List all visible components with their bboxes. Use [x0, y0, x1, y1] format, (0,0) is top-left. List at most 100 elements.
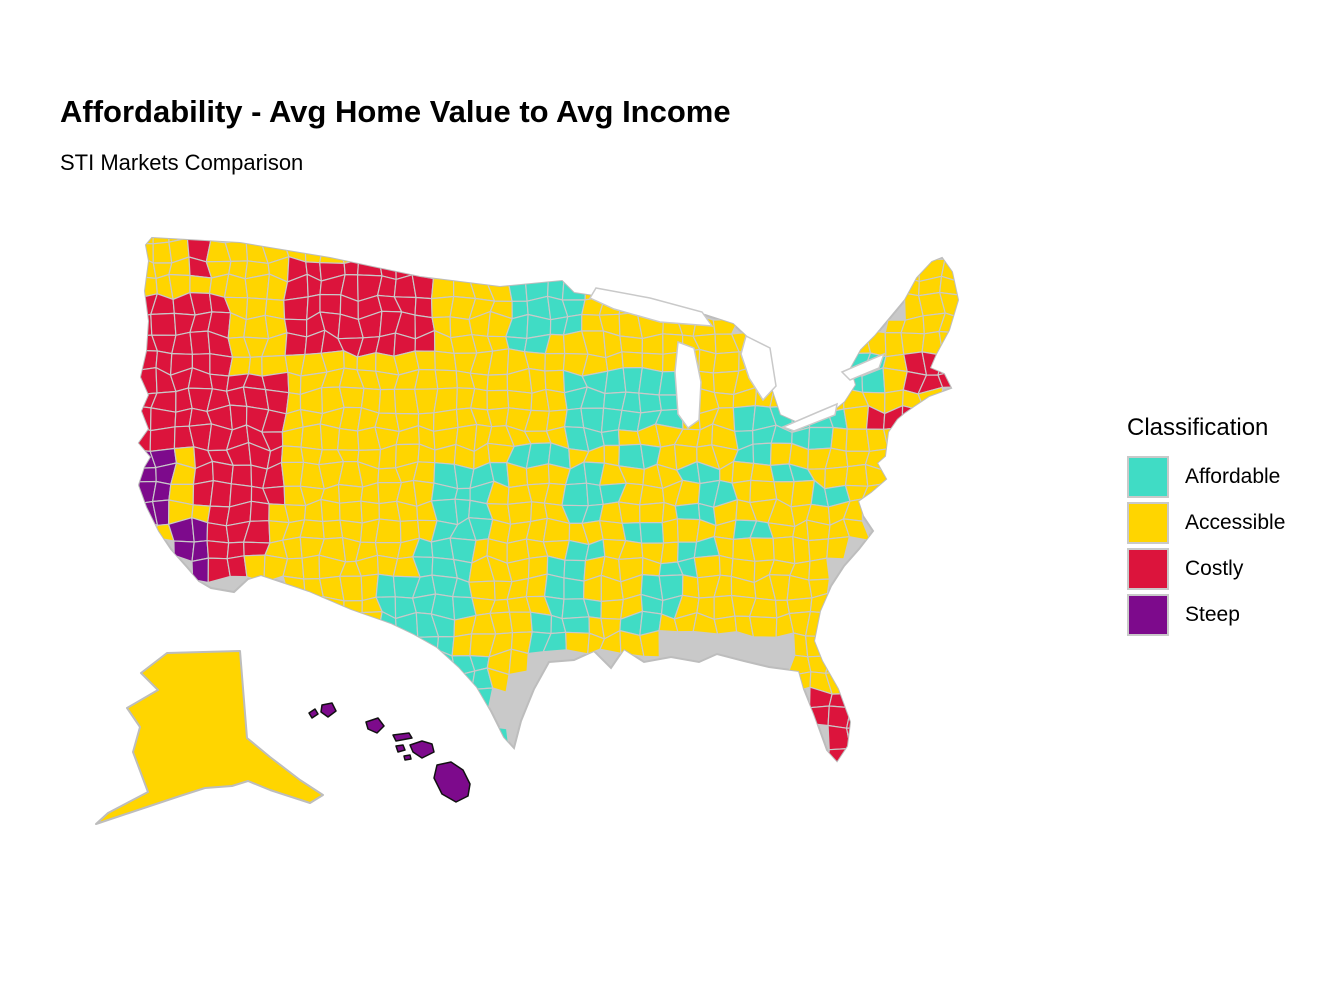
market-cell: [848, 693, 870, 711]
market-cell: [283, 296, 309, 321]
hawaii-island: [403, 754, 412, 761]
legend-swatch-affordable: [1127, 456, 1169, 498]
market-cell: [280, 461, 305, 487]
map-legend: Classification Affordable Accessible Costl…: [1127, 414, 1337, 640]
market-cell: [393, 650, 421, 673]
market-cell: [152, 480, 172, 503]
market-cell: [712, 351, 740, 374]
market-cell: [674, 502, 701, 521]
market-cell: [139, 238, 154, 245]
market-cell: [508, 648, 529, 676]
market-cell: [769, 387, 793, 408]
legend-label: Affordable: [1185, 465, 1281, 488]
market-cell: [248, 356, 263, 377]
market-cell: [337, 483, 364, 504]
market-cell: [139, 367, 158, 396]
market-cell: [374, 518, 402, 544]
market-cell: [186, 238, 213, 242]
market-cell: [139, 242, 154, 264]
market-cell: [414, 350, 436, 371]
legend-swatch-accessible: [1127, 502, 1169, 544]
market-cell: [396, 636, 419, 657]
market-cell: [825, 649, 851, 674]
market-cell: [771, 350, 792, 376]
legend-swatch-steep: [1127, 594, 1169, 636]
market-cell: [792, 536, 811, 565]
market-cell: [530, 611, 553, 635]
page-title: Affordability - Avg Home Value to Avg In…: [60, 94, 731, 129]
market-cell: [451, 670, 476, 691]
market-cell: [809, 705, 830, 727]
market-cell: [830, 426, 848, 452]
market-cell: [773, 336, 796, 354]
market-cell: [864, 463, 890, 487]
hawaii-island: [409, 740, 435, 759]
market-cell: [639, 522, 665, 544]
market-cell: [451, 687, 473, 711]
market-cell: [543, 573, 565, 600]
legend-title: Classification: [1127, 414, 1269, 441]
market-cell: [300, 423, 323, 451]
market-cell: [228, 356, 252, 377]
lake-huron-shape: [740, 334, 777, 402]
legend-label: Accessible: [1185, 511, 1286, 534]
market-cell: [843, 329, 872, 355]
market-cell: [319, 293, 342, 315]
legend-item-costly: Costly: [1127, 548, 1337, 590]
market-cell: [828, 693, 852, 709]
market-cell: [508, 611, 533, 634]
market-cell: [343, 612, 363, 639]
market-cell: [639, 484, 665, 506]
market-cell: [454, 487, 471, 501]
page-subtitle: STI Markets Comparison: [60, 150, 304, 175]
market-cell: [718, 554, 734, 577]
market-cell: [681, 574, 700, 599]
market-cell: [343, 600, 363, 617]
market-cell: [831, 372, 848, 394]
lake-michigan-shape: [674, 340, 702, 430]
market-cell: [378, 388, 397, 415]
legend-swatch-costly: [1127, 548, 1169, 590]
market-cell: [561, 616, 590, 634]
market-cell: [320, 498, 341, 523]
market-cell: [900, 332, 925, 355]
market-cell: [189, 274, 213, 294]
market-cell: [230, 464, 253, 487]
market-cell: [430, 672, 457, 695]
market-cell: [433, 387, 458, 414]
market-cell: [604, 367, 627, 395]
hawaii-island: [365, 717, 385, 734]
market-cell: [173, 540, 195, 562]
market-cell: [561, 482, 589, 507]
market-cell: [621, 351, 643, 369]
market-cell: [337, 427, 360, 451]
market-cell: [806, 352, 833, 374]
lake-ontario-shape: [840, 352, 886, 381]
market-cell: [769, 442, 793, 466]
market-cell: [413, 670, 440, 695]
market-cell: [358, 611, 383, 633]
market-cell: [693, 554, 721, 579]
market-mosaic: [139, 238, 958, 761]
market-cell: [435, 687, 454, 713]
market-cell: [149, 426, 176, 452]
market-cell: [486, 407, 510, 428]
market-cell: [638, 392, 662, 414]
hawaii-island: [395, 744, 406, 753]
market-cell: [357, 256, 383, 277]
market-cell: [224, 238, 249, 244]
market-cell: [411, 274, 434, 300]
market-cell: [618, 443, 645, 470]
hawaii-island: [308, 708, 319, 719]
market-cell: [846, 726, 870, 750]
market-cell: [619, 335, 643, 354]
market-cell: [638, 367, 664, 396]
legend-item-accessible: Accessible: [1127, 502, 1337, 544]
market-cell: [808, 557, 830, 581]
market-cell: [287, 371, 302, 395]
market-cell: [563, 577, 585, 600]
market-cell: [414, 296, 433, 319]
market-cell: [805, 611, 832, 638]
market-cell: [713, 615, 738, 635]
